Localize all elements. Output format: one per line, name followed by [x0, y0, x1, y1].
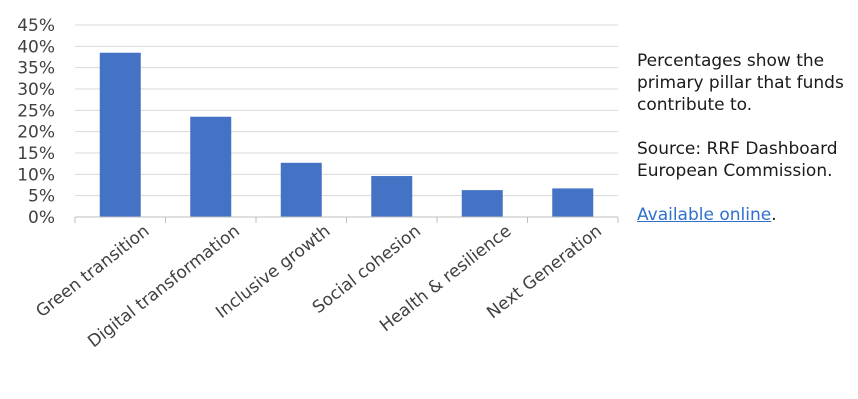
bar	[99, 52, 141, 217]
y-tick-label: 15%	[17, 144, 55, 164]
y-tick-label: 35%	[17, 59, 55, 79]
y-tick-label: 0%	[28, 208, 55, 228]
link-suffix: .	[771, 205, 777, 225]
bar	[371, 176, 413, 217]
bar-chart: 0%5%10%15%20%25%30%35%40%45% Green trans…	[17, 16, 619, 352]
note-text: Percentages show the primary pillar that…	[637, 51, 844, 115]
link-line: Available online.	[637, 204, 852, 226]
y-axis: 0%5%10%15%20%25%30%35%40%45%	[17, 16, 55, 228]
source-text: Source: RRF Dashboard European Commissio…	[637, 139, 838, 181]
bar	[190, 116, 232, 217]
side-notes: Percentages show the primary pillar that…	[637, 50, 852, 248]
y-tick-label: 45%	[17, 16, 55, 36]
y-tick-label: 10%	[17, 165, 55, 185]
bars	[99, 52, 594, 217]
available-online-link[interactable]: Available online	[637, 205, 772, 225]
y-tick-label: 30%	[17, 80, 55, 100]
y-tick-label: 25%	[17, 101, 55, 121]
y-tick-label: 5%	[28, 187, 55, 207]
bar	[461, 190, 503, 217]
y-tick-label: 40%	[17, 37, 55, 57]
gridlines	[75, 24, 618, 197]
y-tick-label: 20%	[17, 123, 55, 143]
bar	[280, 162, 322, 217]
bar	[552, 188, 594, 217]
x-tick-label: Digital transformation	[84, 221, 244, 352]
